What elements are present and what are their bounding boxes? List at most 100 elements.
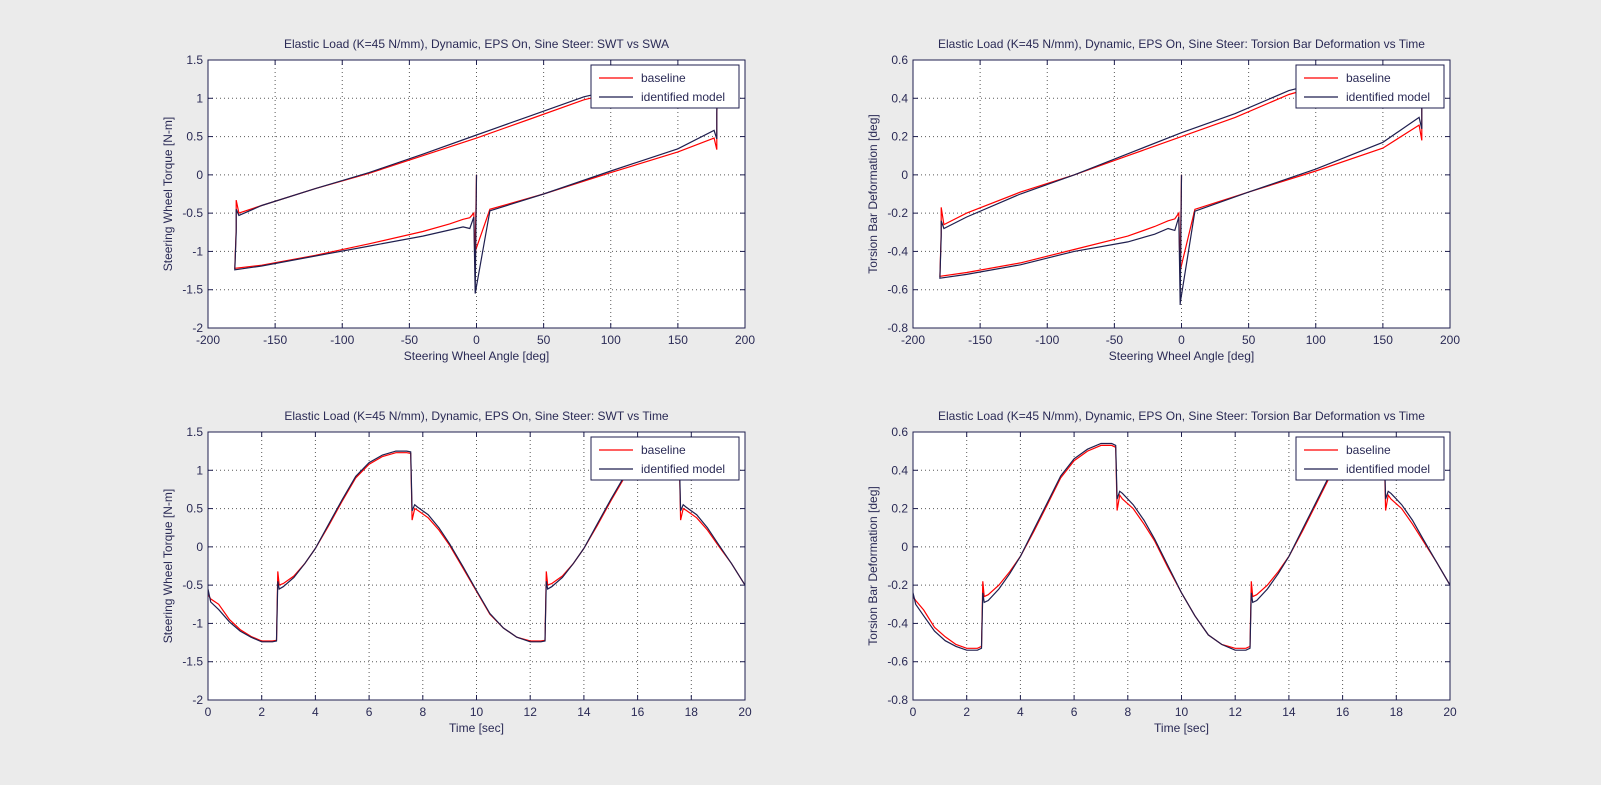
x-tick-label: 150 [668, 333, 688, 347]
y-tick-label: -0.6 [887, 283, 908, 297]
y-axis-label: Torsion Bar Deformation [deg] [866, 486, 880, 645]
y-tick-label: 0 [196, 168, 203, 182]
y-tick-label: 1.5 [186, 425, 203, 439]
y-tick-label: -0.4 [887, 244, 908, 258]
x-tick-label: 50 [1242, 333, 1256, 347]
y-tick-label: -2 [192, 693, 203, 707]
y-tick-label: 1.5 [186, 53, 203, 67]
y-axis-label: Steering Wheel Torque [N-m] [161, 489, 175, 644]
legend-label: identified model [1346, 462, 1430, 476]
x-tick-label: 50 [537, 333, 551, 347]
legend-label: identified model [1346, 90, 1430, 104]
y-tick-label: 0.5 [186, 502, 203, 516]
x-tick-label: 20 [738, 705, 752, 719]
x-tick-label: 2 [963, 705, 970, 719]
x-tick-label: 4 [1017, 705, 1024, 719]
x-tick-label: -50 [1106, 333, 1124, 347]
x-tick-label: 150 [1373, 333, 1393, 347]
x-tick-label: 100 [601, 333, 621, 347]
legend-label: baseline [1346, 71, 1391, 85]
y-tick-label: -1.5 [182, 283, 203, 297]
y-tick-label: -0.2 [887, 206, 908, 220]
legend-label: baseline [641, 443, 686, 457]
y-tick-label: -1.5 [182, 655, 203, 669]
y-tick-label: -0.4 [887, 616, 908, 630]
y-tick-label: 0.2 [891, 502, 908, 516]
x-tick-label: 14 [1282, 705, 1296, 719]
x-tick-label: -150 [263, 333, 287, 347]
chart-title: Elastic Load (K=45 N/mm), Dynamic, EPS O… [938, 409, 1425, 423]
x-axis-label: Time [sec] [449, 721, 504, 735]
y-tick-label: -2 [192, 321, 203, 335]
x-tick-label: 14 [577, 705, 591, 719]
legend-label: identified model [641, 90, 725, 104]
x-axis-label: Steering Wheel Angle [deg] [404, 349, 549, 363]
x-tick-label: 4 [312, 705, 319, 719]
x-tick-label: 8 [1124, 705, 1131, 719]
y-axis-label: Torsion Bar Deformation [deg] [866, 114, 880, 273]
x-axis-label: Steering Wheel Angle [deg] [1109, 349, 1254, 363]
chart-panel-2: -200 -150 -100 -50 0 50 100 150 200 -0.8 -0.6 -0.4 -… [866, 37, 1460, 363]
x-tick-label: 0 [910, 705, 917, 719]
y-tick-label: 0.6 [891, 425, 908, 439]
y-tick-label: 0 [196, 540, 203, 554]
chart-title: Elastic Load (K=45 N/mm), Dynamic, EPS O… [284, 37, 669, 51]
chart-panel-4: 0 2 4 6 8 10 12 14 16 18 20 -0.8 -0.6 -0.4 -0.2 0 0.2 0.4… [866, 409, 1457, 735]
y-tick-label: 0.4 [891, 463, 908, 477]
x-tick-label: 0 [1178, 333, 1185, 347]
y-tick-label: -0.8 [887, 693, 908, 707]
y-tick-label: 1 [196, 463, 203, 477]
y-tick-label: 0.2 [891, 130, 908, 144]
x-tick-label: 2 [258, 705, 265, 719]
x-tick-label: -150 [968, 333, 992, 347]
y-tick-label: -0.5 [182, 578, 203, 592]
y-tick-label: 0 [901, 540, 908, 554]
x-tick-label: 100 [1306, 333, 1326, 347]
y-tick-label: 0.5 [186, 130, 203, 144]
series-line-identified-model [939, 70, 1424, 306]
chart-title: Elastic Load (K=45 N/mm), Dynamic, EPS O… [284, 409, 669, 423]
y-tick-label: -0.5 [182, 206, 203, 220]
x-tick-label: 6 [366, 705, 373, 719]
chart-panel-3: 0 2 4 6 8 10 12 14 16 18 20 -2 -1.5 -1 -0.5 0 0.5 1 1.5 Ela… [161, 409, 752, 735]
legend-label: identified model [641, 462, 725, 476]
x-tick-label: 10 [470, 705, 484, 719]
x-tick-label: -50 [401, 333, 419, 347]
legend: baseline identified model [590, 64, 740, 109]
y-tick-label: -0.8 [887, 321, 908, 335]
x-tick-label: -100 [1035, 333, 1059, 347]
x-axis-label: Time [sec] [1154, 721, 1209, 735]
x-tick-label: -200 [196, 333, 220, 347]
chart-panel-1: -200 -150 -100 -50 0 50 100 150 200 -2 -1.5 -1 -0.5 0… [161, 37, 755, 363]
y-axis-label: Steering Wheel Torque [N-m] [161, 117, 175, 272]
y-tick-label: 0.4 [891, 91, 908, 105]
x-tick-label: 16 [1336, 705, 1350, 719]
legend: baseline identified model [590, 436, 740, 481]
legend-label: baseline [641, 71, 686, 85]
x-tick-label: 12 [1229, 705, 1243, 719]
y-tick-label: 0 [901, 168, 908, 182]
chart-title: Elastic Load (K=45 N/mm), Dynamic, EPS O… [938, 37, 1425, 51]
x-tick-label: -100 [330, 333, 354, 347]
legend-box [1295, 64, 1445, 109]
legend-box [590, 436, 740, 481]
x-tick-label: 18 [685, 705, 699, 719]
y-tick-label: -1 [192, 616, 203, 630]
y-tick-label: -0.2 [887, 578, 908, 592]
x-tick-label: 6 [1071, 705, 1078, 719]
legend: baseline identified model [1295, 64, 1445, 109]
series-line-identified-model [234, 78, 719, 294]
x-tick-label: 8 [419, 705, 426, 719]
x-tick-label: 0 [205, 705, 212, 719]
legend-label: baseline [1346, 443, 1391, 457]
x-tick-label: 18 [1390, 705, 1404, 719]
x-tick-label: 16 [631, 705, 645, 719]
y-tick-label: -0.6 [887, 655, 908, 669]
x-tick-label: 20 [1443, 705, 1457, 719]
series-line-baseline [234, 80, 719, 273]
x-tick-label: 12 [524, 705, 538, 719]
y-tick-label: 1 [196, 91, 203, 105]
x-tick-label: 0 [473, 333, 480, 347]
x-tick-label: -200 [901, 333, 925, 347]
